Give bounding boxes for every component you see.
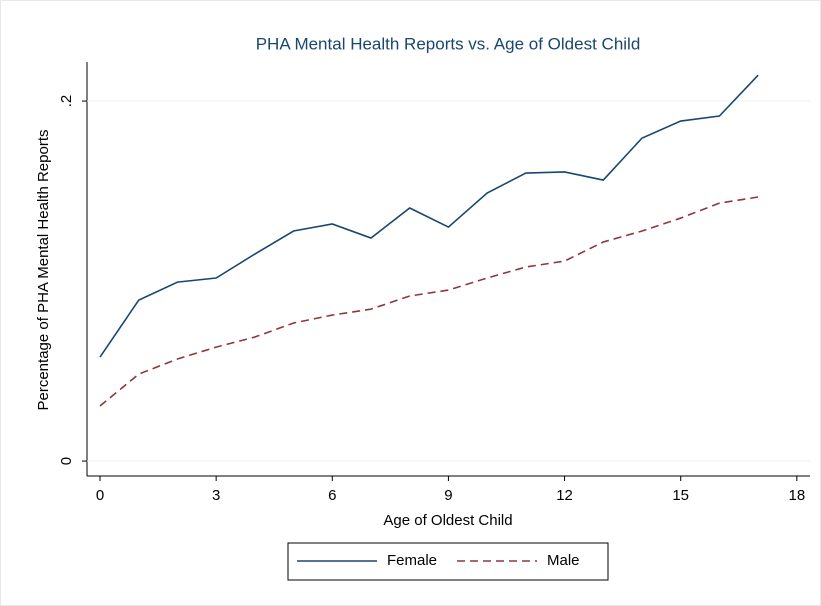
x-tick-label: 3 xyxy=(212,487,220,504)
chart-title: PHA Mental Health Reports vs. Age of Old… xyxy=(256,34,641,53)
x-tick-label: 9 xyxy=(444,487,452,504)
y-tick-label: 0 xyxy=(58,457,75,465)
x-axis-label: Age of Oldest Child xyxy=(383,512,512,529)
x-tick-label: 6 xyxy=(328,487,336,504)
x-tick-label: 0 xyxy=(96,487,104,504)
series-line xyxy=(99,196,759,407)
x-tick-label: 18 xyxy=(788,487,805,504)
series-line xyxy=(99,74,759,358)
x-tick-label: 15 xyxy=(672,487,689,504)
y-tick-label: .2 xyxy=(58,95,75,108)
legend-label: Female xyxy=(387,552,437,569)
x-tick-label: 12 xyxy=(556,487,573,504)
y-axis-label: Percentage of PHA Mental Health Reports xyxy=(35,130,52,411)
legend-label: Male xyxy=(547,552,580,569)
